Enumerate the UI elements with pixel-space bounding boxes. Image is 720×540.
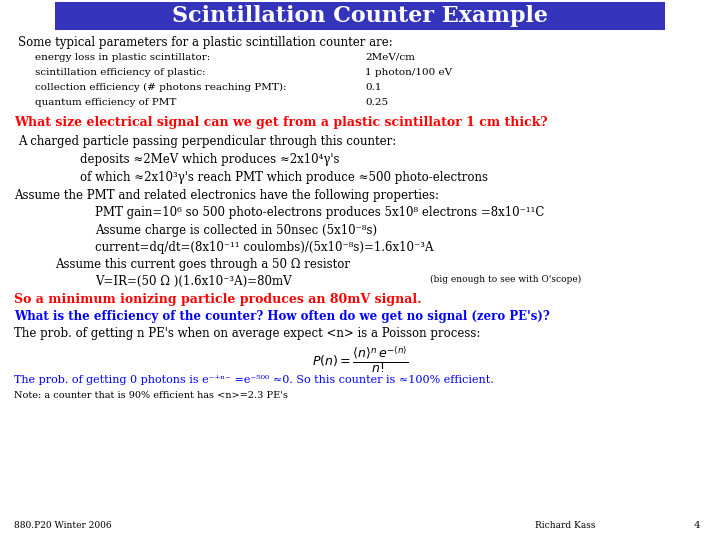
Text: energy loss in plastic scintillator:: energy loss in plastic scintillator: (35, 53, 210, 62)
Text: Richard Kass: Richard Kass (535, 521, 595, 530)
Bar (55, 2, 665, 30)
Text: 880.P20 Winter 2006: 880.P20 Winter 2006 (14, 521, 112, 530)
Text: Note: a counter that is 90% efficient has <n>=2.3 PE's: Note: a counter that is 90% efficient ha… (14, 391, 288, 400)
Text: V=IR=(50 Ω )(1.6x10⁻³A)=80mV: V=IR=(50 Ω )(1.6x10⁻³A)=80mV (95, 275, 292, 288)
Text: The prob. of getting n PE's when on average expect <n> is a Poisson process:: The prob. of getting n PE's when on aver… (14, 327, 480, 340)
Text: quantum efficiency of PMT: quantum efficiency of PMT (35, 98, 176, 107)
Text: What is the efficiency of the counter? How often do we get no signal (zero PE's): What is the efficiency of the counter? H… (14, 310, 550, 323)
Text: Some typical parameters for a plastic scintillation counter are:: Some typical parameters for a plastic sc… (18, 36, 392, 49)
Text: collection efficiency (# photons reaching PMT):: collection efficiency (# photons reachin… (35, 83, 287, 92)
Text: A charged particle passing perpendicular through this counter:: A charged particle passing perpendicular… (18, 136, 396, 148)
Text: The prob. of getting 0 photons is e⁻⁺ⁿ⁻ =e⁻⁵⁰⁰ ≈0. So this counter is ≈100% effi: The prob. of getting 0 photons is e⁻⁺ⁿ⁻ … (14, 375, 494, 385)
Text: deposits ≈2MeV which produces ≈2x10⁴γ's: deposits ≈2MeV which produces ≈2x10⁴γ's (80, 153, 340, 166)
Text: 0.1: 0.1 (365, 83, 382, 92)
Text: (big enough to see with O'scope): (big enough to see with O'scope) (430, 275, 581, 284)
Text: What size electrical signal can we get from a plastic scintillator 1 cm thick?: What size electrical signal can we get f… (14, 116, 547, 129)
Text: 4: 4 (693, 521, 700, 530)
Text: $P(n) = \dfrac{\langle n \rangle^n \, e^{-\langle n \rangle}}{n!}$: $P(n) = \dfrac{\langle n \rangle^n \, e^… (312, 344, 408, 375)
Text: 1 photon/100 eV: 1 photon/100 eV (365, 68, 452, 77)
Text: Assume the PMT and related electronics have the following properties:: Assume the PMT and related electronics h… (14, 188, 439, 201)
Text: of which ≈2x10³γ's reach PMT which produce ≈500 photo-electrons: of which ≈2x10³γ's reach PMT which produ… (80, 171, 488, 184)
Text: 0.25: 0.25 (365, 98, 388, 107)
Text: Scintillation Counter Example: Scintillation Counter Example (172, 5, 548, 27)
Text: scintillation efficiency of plastic:: scintillation efficiency of plastic: (35, 68, 205, 77)
Text: current=dq/dt=(8x10⁻¹¹ coulombs)/(5x10⁻⁸s)=1.6x10⁻³A: current=dq/dt=(8x10⁻¹¹ coulombs)/(5x10⁻⁸… (95, 241, 433, 254)
Text: 2MeV/cm: 2MeV/cm (365, 53, 415, 62)
Text: Assume this current goes through a 50 Ω resistor: Assume this current goes through a 50 Ω … (55, 258, 350, 271)
Text: Assume charge is collected in 50nsec (5x10⁻⁸s): Assume charge is collected in 50nsec (5x… (95, 224, 377, 237)
Text: So a minimum ionizing particle produces an 80mV signal.: So a minimum ionizing particle produces … (14, 293, 421, 306)
Text: PMT gain=10⁶ so 500 photo-electrons produces 5x10⁸ electrons =8x10⁻¹¹C: PMT gain=10⁶ so 500 photo-electrons prod… (95, 206, 544, 219)
